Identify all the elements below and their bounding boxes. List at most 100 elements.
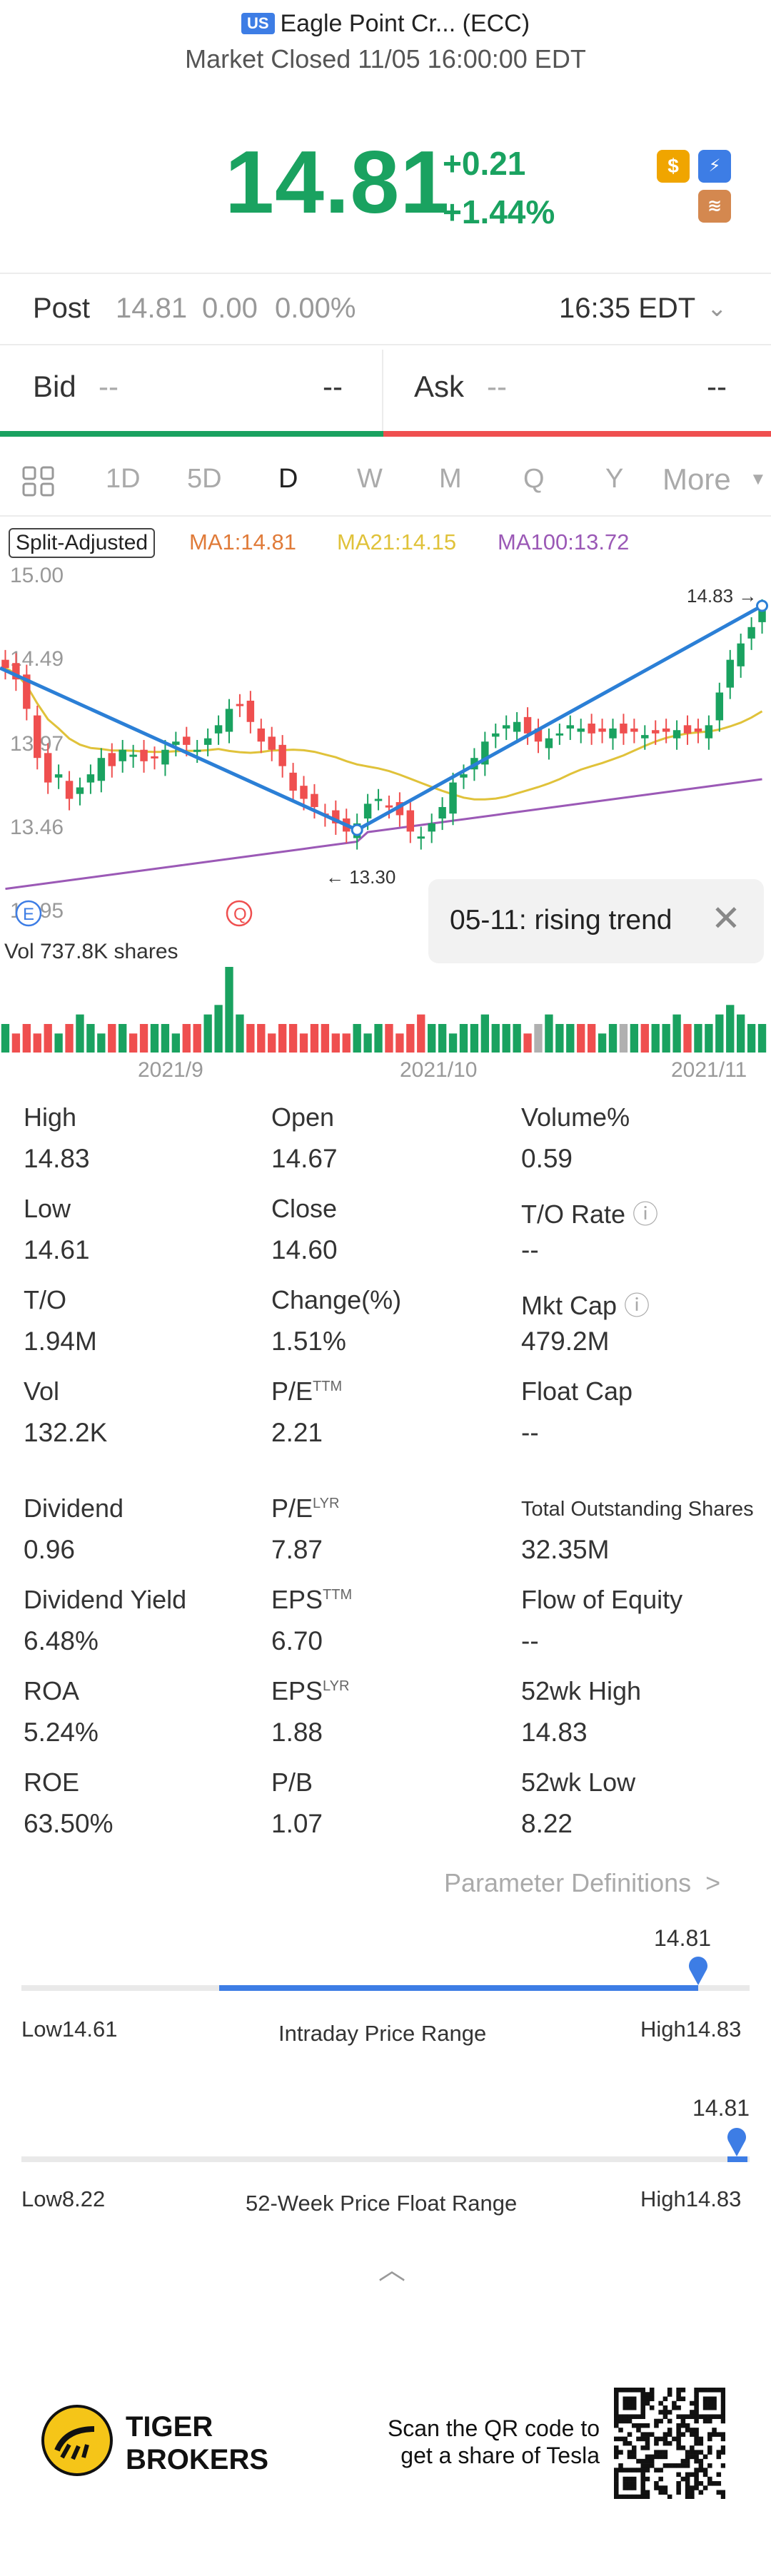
candle-body — [332, 810, 340, 823]
qr-module — [702, 2396, 708, 2402]
qr-module — [627, 2405, 633, 2410]
split-adjusted-toggle[interactable]: Split-Adjusted — [9, 528, 156, 558]
volume-bar — [65, 1024, 74, 1053]
tab-w[interactable]: W — [357, 464, 383, 494]
qr-module — [694, 2472, 699, 2478]
candle-body — [620, 724, 628, 734]
chevron-down-icon[interactable]: ⌄ — [707, 295, 727, 322]
qr-module — [623, 2418, 628, 2424]
qr-module — [698, 2436, 704, 2442]
qr-module — [662, 2396, 668, 2402]
low-marker: ← 13.30 — [326, 866, 395, 888]
qr-module — [698, 2468, 704, 2473]
qr-module — [640, 2396, 645, 2402]
qr-module — [614, 2410, 619, 2415]
volume-bar — [108, 1024, 116, 1053]
stat-label: T/O — [24, 1285, 66, 1314]
qr-module — [694, 2396, 699, 2402]
qr-module — [662, 2454, 668, 2460]
ma21-label: MA21:14.15 — [337, 529, 457, 554]
qr-module — [627, 2432, 633, 2437]
qr-module — [614, 2468, 619, 2473]
volume-bar — [139, 1024, 148, 1053]
qr-module — [662, 2450, 668, 2455]
stack-icon[interactable]: ≋ — [698, 190, 731, 223]
candle-body — [300, 786, 308, 799]
volume-bar — [86, 1024, 95, 1053]
grid-icon[interactable] — [21, 465, 57, 505]
qr-module — [694, 2485, 699, 2490]
qr-module — [712, 2405, 717, 2410]
parameter-definitions-link[interactable]: Parameter Definitions > — [444, 1868, 720, 1898]
stat-label: P/ETTM — [271, 1376, 343, 1406]
qr-module — [645, 2432, 650, 2437]
qr-module — [649, 2388, 655, 2393]
bid-label: Bid — [33, 370, 76, 403]
qr-module — [672, 2436, 677, 2442]
qr-module — [636, 2468, 641, 2473]
tab-m[interactable]: M — [439, 464, 462, 494]
qr-module — [618, 2463, 623, 2468]
candle-body — [683, 725, 692, 734]
candle-body — [449, 782, 457, 814]
qr-module — [685, 2485, 690, 2490]
qr-module — [654, 2450, 659, 2455]
tab-more[interactable]: More — [662, 462, 731, 496]
candle-body — [161, 749, 169, 765]
volume-bar — [715, 1014, 724, 1053]
qr-module — [698, 2414, 704, 2419]
volume-bar — [214, 1005, 223, 1053]
qr-module — [654, 2418, 659, 2424]
info-icon[interactable]: ⓘ — [625, 1200, 659, 1229]
qr-module — [614, 2405, 619, 2410]
tab-y[interactable]: Y — [605, 464, 624, 494]
volume-label: Vol 737.8K shares — [4, 940, 178, 963]
volume-bar — [342, 1033, 351, 1053]
qr-module — [716, 2472, 722, 2478]
qr-module — [676, 2428, 681, 2433]
qr-module — [712, 2414, 717, 2419]
caret-down-icon[interactable]: ▼ — [750, 470, 767, 489]
qr-module — [690, 2428, 695, 2433]
qr-module — [662, 2436, 668, 2442]
qr-module — [667, 2410, 672, 2415]
qr-module — [680, 2432, 686, 2437]
candle-body — [268, 736, 276, 750]
qr-module — [685, 2414, 690, 2419]
post-market-row[interactable]: Post 14.81 0.00 0.00% 16:35 EDT ⌄ — [0, 285, 771, 345]
qr-module — [694, 2450, 699, 2455]
tab-q[interactable]: Q — [523, 464, 545, 494]
volume-bar — [406, 1024, 415, 1053]
qr-module — [631, 2388, 637, 2393]
collapse-chevron-icon[interactable]: ︿ — [378, 2256, 406, 2286]
candle-body — [183, 736, 191, 745]
candle-body — [44, 753, 52, 783]
dollar-icon[interactable]: $ — [657, 150, 690, 183]
qr-module — [614, 2445, 619, 2450]
qr-module — [698, 2458, 704, 2464]
qr-module — [618, 2450, 623, 2455]
candle-body — [119, 749, 126, 761]
qr-module — [694, 2432, 699, 2437]
tab-5d[interactable]: 5D — [187, 464, 222, 494]
qr-module — [694, 2392, 699, 2397]
location-pin-icon — [687, 1954, 709, 1990]
tab-1d[interactable]: 1D — [106, 464, 141, 494]
volume-bar — [310, 1024, 319, 1053]
trend-text: 05-11: rising trend — [450, 905, 672, 935]
tab-d[interactable]: D — [278, 464, 298, 494]
qr-module — [631, 2400, 637, 2406]
info-icon[interactable]: ⓘ — [617, 1291, 650, 1320]
stat-label: Flow of Equity — [521, 1585, 683, 1614]
close-icon[interactable]: ✕ — [711, 898, 741, 938]
candle-body — [715, 692, 724, 721]
ma21-line — [4, 666, 763, 801]
qr-module — [658, 2400, 663, 2406]
volume-bar — [246, 1024, 255, 1053]
volume-bar — [278, 1024, 287, 1053]
volume-bar — [757, 1024, 767, 1053]
qr-module — [716, 2450, 722, 2455]
qr-module — [685, 2428, 690, 2433]
lightning-icon[interactable]: ⚡ — [698, 150, 731, 183]
